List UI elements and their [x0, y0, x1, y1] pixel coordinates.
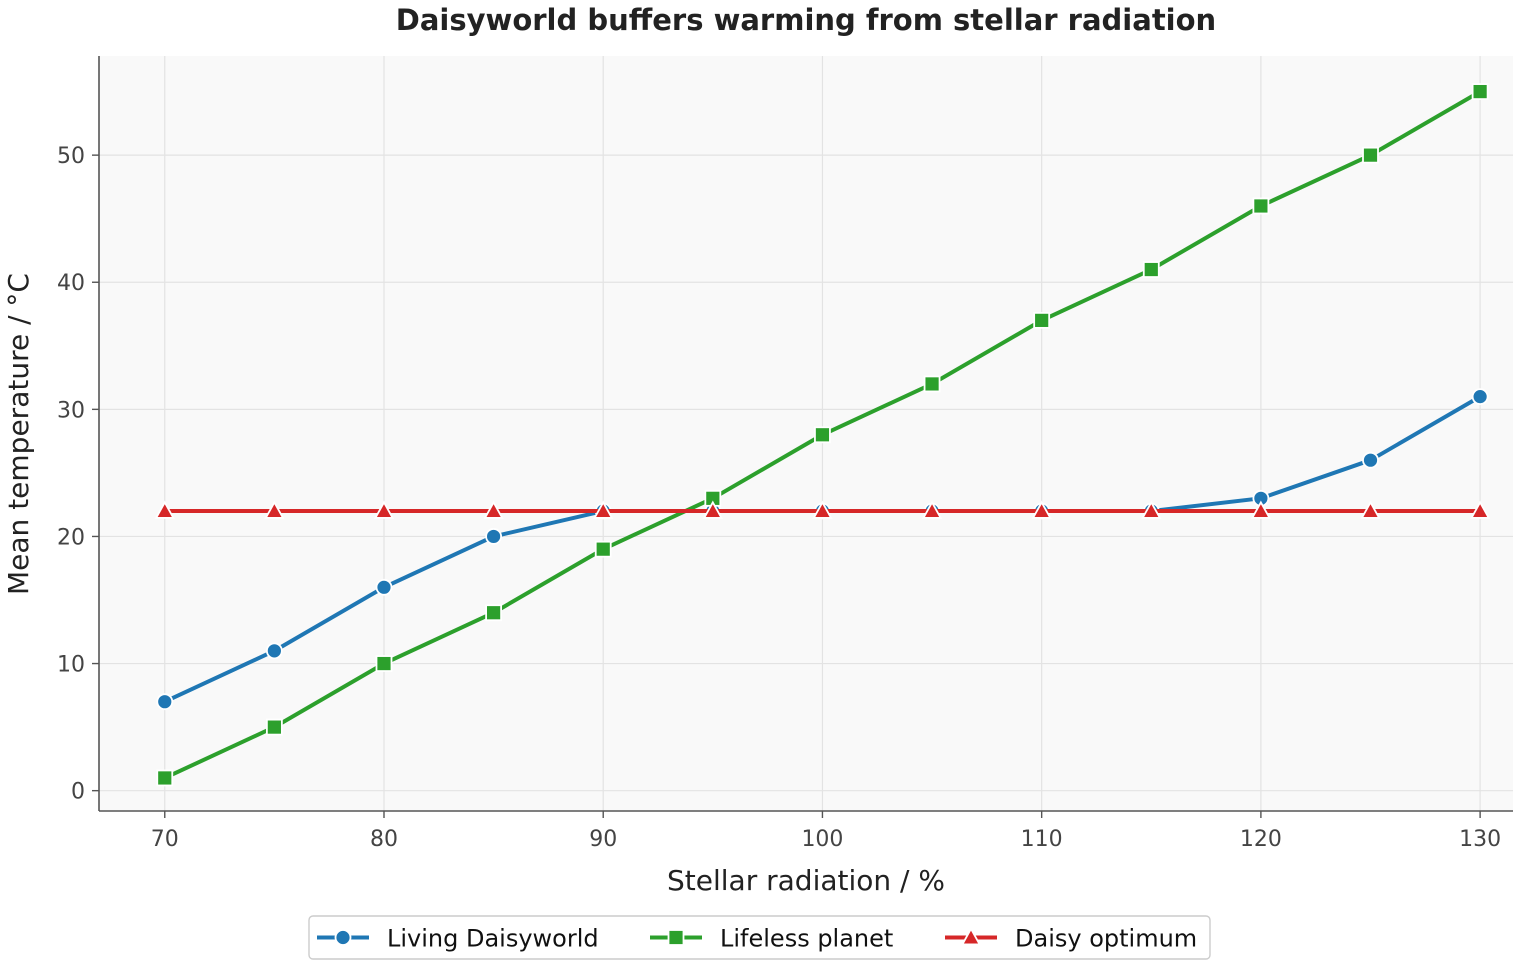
- x-tick-label: 100: [801, 827, 843, 852]
- data-point: [265, 718, 283, 736]
- x-tick-label: 110: [1021, 827, 1063, 852]
- legend-marker: [667, 929, 685, 946]
- y-tick-label: 20: [57, 525, 85, 550]
- y-tick-label: 40: [57, 271, 85, 296]
- x-tick-label: 80: [370, 827, 398, 852]
- data-point: [375, 655, 393, 672]
- axes: 70 80 90 100 110 120 130 0 10 20 30 40 50: [57, 56, 1513, 852]
- legend-marker: [334, 929, 352, 946]
- data-point: [702, 500, 723, 519]
- data-point: [594, 540, 612, 558]
- data-point: [485, 604, 503, 622]
- data-point: [1250, 500, 1272, 519]
- legend-label: Lifeless planet: [720, 925, 893, 953]
- series-1: [156, 83, 1489, 787]
- data-point: [1031, 500, 1052, 519]
- data-point: [485, 528, 503, 545]
- data-point: [1141, 500, 1162, 519]
- data-point: [814, 426, 831, 444]
- legend-entry: Daisy optimum: [945, 925, 1197, 953]
- data-point: [1033, 311, 1051, 329]
- series-layer: [154, 83, 1491, 787]
- data-point: [1142, 261, 1160, 278]
- data-point: [812, 500, 833, 519]
- legend-marker: [960, 927, 982, 946]
- legend-entry: Living Daisyworld: [317, 925, 599, 953]
- data-point: [1252, 197, 1270, 215]
- x-axis-title: Stellar radiation / %: [667, 864, 945, 897]
- data-point: [156, 769, 174, 787]
- data-point: [264, 500, 285, 519]
- data-point: [593, 500, 614, 519]
- data-point: [921, 500, 943, 519]
- y-tick-label: 0: [71, 780, 85, 805]
- data-point: [1360, 500, 1381, 519]
- data-point: [1471, 388, 1489, 406]
- data-point: [375, 578, 393, 596]
- data-point: [1362, 451, 1379, 469]
- y-tick-label: 50: [57, 144, 85, 169]
- y-tick-label: 30: [57, 398, 85, 423]
- data-point: [265, 642, 283, 660]
- legend: Living Daisyworld Lifeless planet Daisy op…: [308, 915, 1211, 960]
- data-point: [154, 500, 175, 519]
- chart-title: Daisyworld buffers warming from stellar …: [396, 3, 1216, 37]
- y-tick-label: 10: [57, 653, 85, 678]
- legend-label: Living Daisyworld: [387, 925, 599, 953]
- grid: [99, 56, 1513, 811]
- plot-background: [99, 56, 1513, 811]
- data-point: [1471, 83, 1489, 100]
- legend-label: Daisy optimum: [1015, 925, 1197, 953]
- y-axis-title: Mean temperature / °C: [2, 273, 35, 595]
- x-tick-label: 120: [1240, 827, 1282, 852]
- legend-entry: Lifeless planet: [650, 925, 893, 953]
- data-point: [156, 693, 174, 711]
- x-tick-label: 130: [1459, 827, 1501, 852]
- legend-box: [308, 915, 1211, 960]
- data-point: [1469, 500, 1491, 519]
- x-tick-label: 70: [151, 827, 179, 852]
- data-point: [1362, 146, 1379, 164]
- x-tick-label: 90: [589, 827, 617, 852]
- series-2: [154, 500, 1491, 519]
- data-point: [373, 500, 395, 519]
- data-point: [923, 375, 941, 393]
- data-point: [483, 500, 504, 519]
